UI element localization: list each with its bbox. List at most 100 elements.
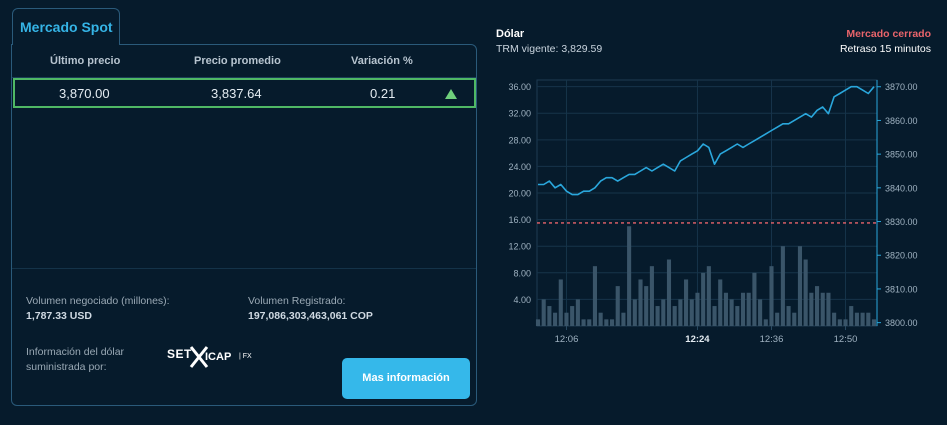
mas-informacion-button[interactable]: Mas información [342, 358, 470, 399]
header-divider [12, 77, 476, 78]
tab-mercado-spot[interactable]: Mercado Spot [12, 8, 120, 45]
ultimo-precio-value: 3,870.00 [59, 86, 110, 101]
volume-bar [570, 306, 575, 326]
volume-bar [541, 299, 546, 326]
chart-title: Dólar [496, 28, 525, 40]
volume-bar [553, 312, 558, 326]
volume-bar [871, 319, 877, 326]
info-provider-label: Información del dólar suministrada por: [26, 346, 125, 373]
volume-bar [820, 292, 825, 326]
volumen-registrado-label: Volumen Registrado: [248, 295, 346, 307]
volume-bar [729, 299, 734, 326]
volume-bar [746, 292, 751, 326]
volume-bar [826, 292, 831, 326]
volume-bar [701, 272, 706, 326]
volume-bar [575, 299, 580, 326]
volume-bar [689, 299, 694, 326]
y-left-tick-label: 4.00 [513, 295, 531, 305]
logo-text-fx: | FX [239, 353, 252, 360]
volume-bar [837, 319, 842, 326]
volume-bar [632, 299, 637, 326]
market-status: Mercado cerrado [846, 28, 931, 40]
volume-bar [672, 306, 677, 326]
header-precio-promedio: Precio promedio [194, 55, 281, 67]
header-ultimo-precio: Último precio [50, 55, 121, 67]
volumen-registrado-value: 197,086,303,463,061 COP [248, 310, 373, 322]
volume-bar [843, 319, 848, 326]
volume-bar [740, 292, 746, 326]
y-left-tick-label: 12.00 [508, 242, 531, 252]
volume-bar [649, 266, 654, 326]
volume-bar [644, 286, 649, 326]
volume-bar [718, 279, 723, 326]
volume-bar [815, 286, 820, 326]
y-right-tick-label: 3850.00 [885, 150, 918, 160]
price-row: 3,870.00 3,837.64 0.21 [13, 78, 476, 108]
volume-bar [792, 312, 797, 326]
volume-bar [854, 312, 859, 326]
mercado-spot-panel: Último precio Precio promedio Variación … [11, 44, 477, 406]
volume-bar [769, 266, 774, 326]
logo-text-icap: ICAP [205, 351, 232, 363]
volume-bar [627, 226, 632, 326]
y-right-tick-label: 3870.00 [885, 82, 918, 92]
delay-notice: Retraso 15 minutos [839, 43, 931, 55]
volume-bar [775, 312, 780, 326]
volume-bar [786, 306, 791, 326]
volume-bar [604, 319, 609, 326]
volume-bar [752, 272, 757, 326]
volume-bar [592, 266, 597, 326]
volume-bar [564, 312, 569, 326]
volume-bar [723, 292, 728, 326]
tab-label: Mercado Spot [20, 19, 113, 35]
y-left-tick-label: 20.00 [508, 189, 531, 199]
price-series-line [538, 85, 875, 196]
y-right-tick-label: 3820.00 [885, 251, 918, 261]
volume-bar [587, 319, 592, 326]
volume-bar [581, 319, 586, 326]
panel-divider [12, 268, 476, 269]
price-chart[interactable]: 4.00 8.00 12.00 16.00 20.00 24.00 28.00 32.00 36… [494, 72, 936, 352]
volume-bar [849, 306, 854, 326]
volume-bar [661, 299, 666, 326]
volume-bar [706, 266, 711, 326]
volume-bar [678, 299, 683, 326]
volume-bar [712, 306, 717, 326]
volume-bar [609, 319, 615, 326]
y-right-tick-label: 3860.00 [885, 116, 918, 126]
volume-bar [638, 279, 643, 326]
y-left-tick-label: 16.00 [508, 215, 531, 225]
x-tick-label: 12:50 [834, 334, 858, 345]
trend-up-icon [445, 89, 457, 99]
volume-bar [655, 306, 660, 326]
volume-bar [758, 299, 763, 326]
y-left-tick-label: 8.00 [513, 268, 531, 278]
volume-bar [860, 312, 865, 326]
y-left-tick-label: 24.00 [508, 162, 531, 172]
volume-bar [797, 246, 803, 326]
volume-bar [803, 259, 808, 326]
volume-bar [615, 286, 620, 326]
volume-bar [735, 306, 740, 326]
volumen-negociado-value: 1,787.33 USD [26, 310, 92, 322]
volume-bar [684, 279, 689, 326]
x-tick-label: 12:06 [555, 334, 579, 345]
logo-mark-icon [189, 346, 209, 368]
x-tick-label: 12:24 [685, 334, 710, 345]
y-right-tick-label: 3840.00 [885, 183, 918, 193]
volume-bar [535, 319, 541, 326]
variacion-value: 0.21 [370, 86, 396, 101]
logo-text-set: SET [167, 347, 192, 361]
x-tick-label: 12:36 [760, 334, 784, 345]
volume-bar [763, 319, 768, 326]
volumen-negociado-label: Volumen negociado (millones): [26, 295, 170, 307]
y-right-tick-label: 3810.00 [885, 284, 918, 294]
volume-bar [666, 259, 672, 326]
volume-bar [780, 246, 785, 326]
volume-bar [621, 312, 626, 326]
volume-bar [809, 292, 814, 326]
y-right-tick-label: 3800.00 [885, 318, 918, 328]
seticap-logo: SET ICAP | FX [167, 345, 257, 369]
y-left-tick-label: 36.00 [508, 82, 531, 92]
precio-promedio-value: 3,837.64 [211, 86, 262, 101]
